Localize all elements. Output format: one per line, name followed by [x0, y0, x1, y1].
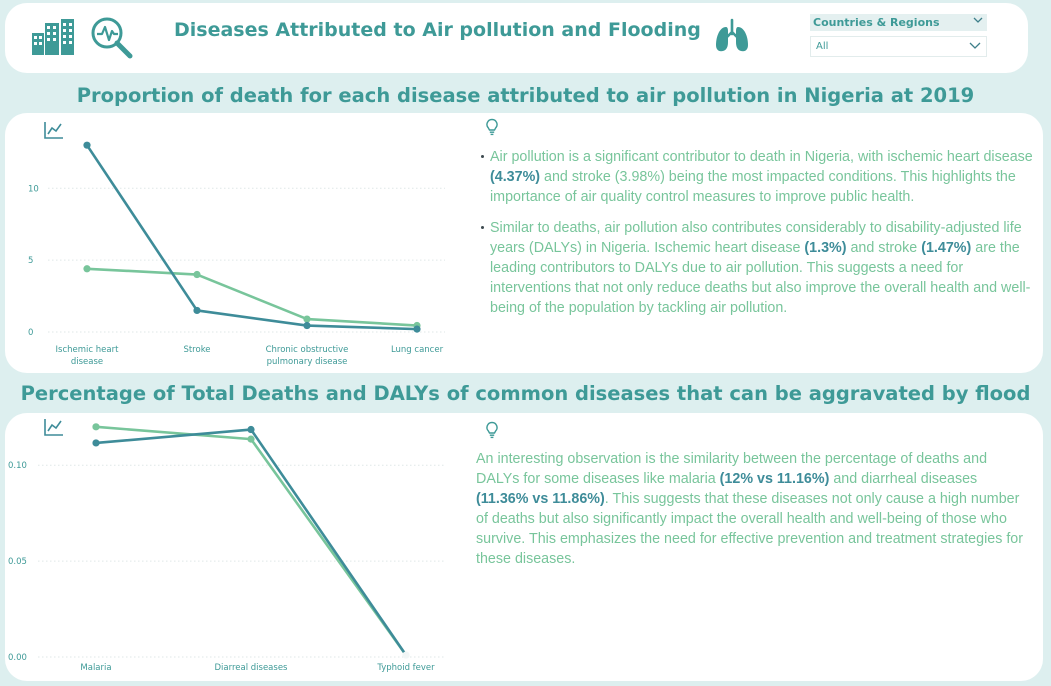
buildings-icon: [32, 19, 74, 55]
insight-text-span: An interesting observation is the simila…: [476, 451, 988, 487]
data-point: [92, 423, 100, 431]
highlight-value: (4.37%): [490, 169, 541, 185]
x-tick-label: Malaria: [80, 663, 111, 673]
data-point: [303, 321, 311, 330]
x-tick-label: Typhoid fever: [376, 663, 435, 673]
insight-text-span: . This suggests that these diseases not …: [476, 491, 1024, 567]
chart-icon-axis: [44, 122, 63, 139]
y-tick-label: 5: [28, 256, 33, 266]
highlight-value: (11.36% vs 11.86%): [476, 491, 605, 507]
insight-text-span: Similar to deaths, air pollution also co…: [490, 220, 1022, 256]
data-point: [247, 425, 255, 434]
line-chart-icon: [44, 419, 63, 436]
data-point: [83, 265, 91, 273]
data-point: [83, 141, 91, 149]
bullet-dot: [481, 226, 484, 229]
bottom-section-title: Percentage of Total Deaths and DALYs of …: [20, 382, 1031, 405]
top-section-title: Proportion of death for each disease att…: [76, 84, 975, 107]
insight-paragraph: Air pollution is a significant contribut…: [481, 147, 1036, 207]
insight-text-span: and stroke: [846, 240, 922, 256]
data-point: [92, 439, 100, 447]
series-line: [86, 267, 418, 327]
data-point: [303, 315, 311, 323]
chart-icon-line: [47, 123, 62, 135]
highlight-value: (1.3%): [804, 240, 847, 256]
x-tick-label: pulmonary disease: [267, 357, 348, 367]
data-point: [402, 651, 410, 659]
dashboard-title: Diseases Attributed to Air pollution and…: [174, 19, 701, 41]
insight-paragraph: Similar to deaths, air pollution also co…: [481, 218, 1036, 318]
bullet-dot: [481, 155, 484, 158]
x-tick-label: Stroke: [183, 345, 210, 355]
insight-text-span: and stroke (3.98%) being the most impact…: [490, 169, 1016, 205]
flood-diseases-card: [5, 413, 1043, 681]
y-tick-label: 10: [28, 184, 39, 194]
chevron-down-icon: [973, 17, 983, 23]
insight-paragraph: An interesting observation is the simila…: [476, 449, 1031, 569]
air-pollution-insights: Air pollution is a significant contribut…: [481, 147, 1036, 329]
data-point: [193, 306, 201, 315]
lightbulb-icon: [486, 118, 498, 136]
lightbulb-icon: [486, 421, 498, 439]
highlight-value: (12% vs 11.16%): [719, 471, 830, 487]
chart-icon-line: [47, 420, 62, 432]
series-line: [85, 144, 418, 331]
health-search-icon: [91, 17, 133, 59]
y-tick-label: 0.10: [8, 461, 27, 471]
insight-text-span: are the leading contributors to DALYs du…: [490, 240, 1031, 316]
x-tick-label: Chronic obstructive: [266, 345, 349, 355]
filter-label-countries-regions[interactable]: Countries & Regions: [810, 14, 987, 31]
series-line: [95, 425, 408, 656]
lungs-icon: [716, 18, 748, 52]
insight-text-span: Air pollution is a significant contribut…: [490, 149, 1033, 165]
x-tick-label: Diarreal diseases: [215, 663, 289, 673]
y-tick-label: 0.05: [8, 557, 27, 567]
highlight-value: (1.47%): [921, 240, 972, 256]
countries-regions-dropdown[interactable]: All: [810, 36, 987, 57]
chart-icon-axis: [44, 419, 63, 436]
x-tick-label: Lung cancer: [391, 345, 444, 355]
y-tick-label: 0: [28, 328, 33, 338]
air-pollution-card: [5, 113, 1043, 373]
data-point: [193, 270, 201, 279]
data-point: [413, 325, 421, 333]
y-tick-label: 0.00: [8, 653, 27, 663]
filter-label-text: Countries & Regions: [813, 16, 940, 29]
dropdown-selected-value: All: [816, 41, 829, 52]
data-point: [247, 435, 255, 443]
line-chart-icon: [44, 122, 63, 139]
x-tick-label: disease: [71, 357, 103, 367]
flood-diseases-insights: An interesting observation is the simila…: [476, 449, 1031, 580]
x-tick-label: Ischemic heart: [56, 345, 120, 355]
chevron-down-icon: [969, 42, 981, 49]
series-line: [95, 428, 408, 656]
insight-text-span: and diarrheal diseases: [829, 471, 978, 487]
